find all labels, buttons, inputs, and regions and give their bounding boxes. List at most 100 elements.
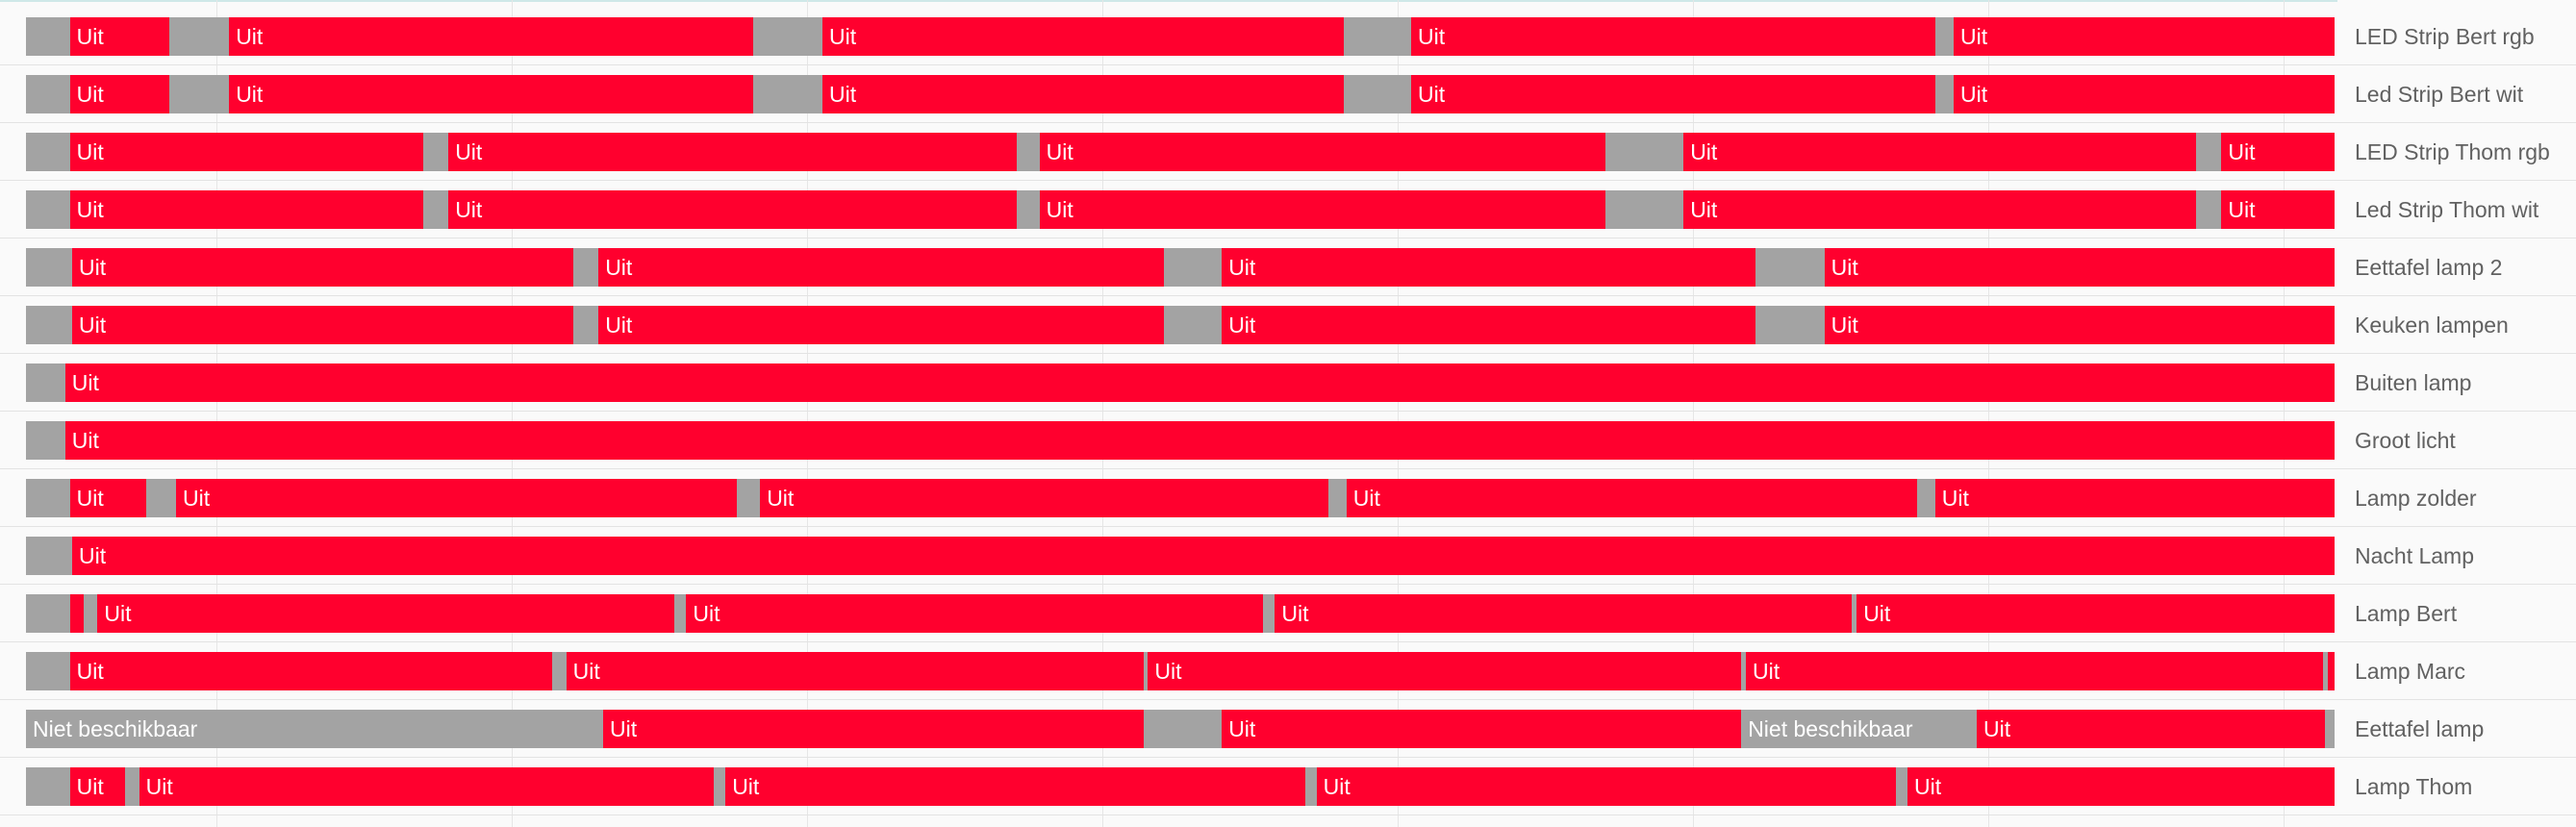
state-segment-unavailable[interactable] [2323, 652, 2330, 690]
state-segment-unavailable[interactable] [2325, 710, 2335, 748]
state-segment-off[interactable]: Uit [1954, 75, 2335, 113]
state-segment-unavailable[interactable] [26, 248, 72, 287]
state-segment-off[interactable]: Uit [72, 306, 573, 344]
state-segment-unavailable[interactable] [1164, 306, 1223, 344]
state-segment-unavailable[interactable] [1327, 479, 1347, 517]
state-segment-off[interactable]: Uit [1148, 652, 1742, 690]
state-segment-off[interactable]: Uit [69, 75, 169, 113]
state-segment-unavailable[interactable] [1896, 767, 1907, 806]
state-segment-off[interactable]: Uit [725, 767, 1305, 806]
state-segment-unavailable[interactable] [753, 17, 822, 56]
state-segment-unavailable[interactable] [1604, 190, 1684, 229]
state-segment-unavailable[interactable] [2196, 190, 2222, 229]
state-segment-unavailable[interactable]: Niet beschikbaar [26, 710, 603, 748]
state-segment-unavailable[interactable] [26, 363, 65, 402]
state-segment-off[interactable]: Uit [1856, 594, 2335, 633]
state-segment-off[interactable]: Uit [229, 75, 753, 113]
state-segment-off[interactable]: Uit [64, 421, 2335, 460]
state-segment-unavailable[interactable] [1916, 479, 1935, 517]
state-segment-unavailable[interactable] [1934, 17, 1954, 56]
state-segment-unavailable[interactable] [84, 594, 98, 633]
state-segment-unavailable[interactable] [1263, 594, 1275, 633]
state-segment-unavailable[interactable] [1755, 306, 1825, 344]
state-segment-off[interactable]: Uit [1824, 306, 2335, 344]
state-segment-unavailable[interactable] [422, 190, 449, 229]
state-segment-unavailable[interactable] [26, 594, 70, 633]
state-segment-unavailable[interactable] [26, 652, 70, 690]
state-segment-off[interactable]: Uit [176, 479, 738, 517]
state-segment-off[interactable]: Uit [1746, 652, 2323, 690]
state-segment-unavailable[interactable] [26, 306, 72, 344]
state-segment-off[interactable]: Uit [229, 17, 753, 56]
state-segment-off[interactable]: Uit [1954, 17, 2335, 56]
state-segment-unavailable[interactable] [26, 479, 70, 517]
state-segment-unavailable[interactable] [1143, 652, 1150, 690]
state-segment-unavailable[interactable] [753, 75, 822, 113]
state-segment-off[interactable]: Uit [760, 479, 1328, 517]
state-segment-off[interactable]: Uit [1346, 479, 1917, 517]
state-segment-off[interactable]: Uit [1411, 75, 1935, 113]
state-segment-unavailable[interactable] [26, 190, 70, 229]
state-segment-off[interactable]: Uit [69, 479, 146, 517]
state-segment-unavailable[interactable] [1016, 190, 1040, 229]
state-segment-off[interactable]: Uit [1222, 306, 1755, 344]
state-segment-unavailable[interactable] [572, 248, 599, 287]
state-segment-unavailable[interactable] [26, 537, 72, 575]
state-segment-off[interactable]: Uit [69, 17, 169, 56]
state-segment-off[interactable]: Uit [1907, 767, 2335, 806]
state-segment-off[interactable]: Uit [822, 17, 1345, 56]
state-segment-off[interactable]: Uit [97, 594, 675, 633]
state-segment-unavailable[interactable] [125, 767, 139, 806]
state-segment-off[interactable]: Uit [598, 248, 1165, 287]
state-segment-off[interactable]: Uit [686, 594, 1264, 633]
state-segment-off[interactable]: Uit [1683, 133, 2196, 171]
state-segment-unavailable[interactable] [26, 133, 70, 171]
state-segment-unavailable[interactable] [26, 75, 70, 113]
state-segment-off[interactable]: Uit [1275, 594, 1853, 633]
state-segment-off[interactable]: Uit [2221, 133, 2335, 171]
state-segment-unavailable[interactable] [737, 479, 761, 517]
state-segment-unavailable[interactable] [2196, 133, 2222, 171]
state-segment-off[interactable]: Uit [1222, 248, 1755, 287]
state-segment-unavailable[interactable]: Niet beschikbaar [1741, 710, 1977, 748]
state-segment-off[interactable]: Uit [72, 248, 573, 287]
state-segment-unavailable[interactable] [422, 133, 449, 171]
state-segment-unavailable[interactable] [168, 75, 230, 113]
state-segment-unavailable[interactable] [552, 652, 567, 690]
state-segment-off[interactable]: Uit [2221, 190, 2335, 229]
state-segment-unavailable[interactable] [1016, 133, 1040, 171]
state-segment-off[interactable]: Uit [69, 133, 423, 171]
state-segment-off[interactable]: Uit [448, 133, 1017, 171]
state-segment-unavailable[interactable] [168, 17, 230, 56]
state-segment-unavailable[interactable] [572, 306, 599, 344]
state-segment-unavailable[interactable] [26, 421, 65, 460]
state-segment-off[interactable]: Uit [1222, 710, 1742, 748]
state-segment-unavailable[interactable] [1852, 594, 1859, 633]
state-segment-unavailable[interactable] [674, 594, 687, 633]
state-segment-off[interactable]: Uit [69, 190, 423, 229]
state-segment-unavailable[interactable] [1164, 248, 1223, 287]
state-segment-off[interactable]: Uit [1316, 767, 1896, 806]
state-segment-off[interactable]: Uit [1824, 248, 2335, 287]
state-segment-unavailable[interactable] [145, 479, 176, 517]
state-segment-off[interactable]: Uit [1039, 133, 1605, 171]
state-segment-off[interactable]: Uit [1977, 710, 2326, 748]
state-segment-off[interactable] [69, 594, 84, 633]
state-segment-off[interactable]: Uit [1039, 190, 1605, 229]
state-segment-off[interactable]: Uit [598, 306, 1165, 344]
state-segment-off[interactable]: Uit [1411, 17, 1935, 56]
state-segment-off[interactable]: Uit [69, 767, 126, 806]
state-segment-off[interactable] [2327, 652, 2335, 690]
state-segment-off[interactable]: Uit [64, 363, 2335, 402]
state-segment-unavailable[interactable] [1304, 767, 1317, 806]
state-segment-off[interactable]: Uit [603, 710, 1144, 748]
state-segment-off[interactable]: Uit [1683, 190, 2196, 229]
state-segment-unavailable[interactable] [1755, 248, 1825, 287]
state-segment-off[interactable]: Uit [69, 652, 553, 690]
state-segment-unavailable[interactable] [1344, 17, 1411, 56]
state-segment-unavailable[interactable] [1344, 75, 1411, 113]
state-segment-unavailable[interactable] [26, 767, 70, 806]
state-segment-off[interactable]: Uit [566, 652, 1144, 690]
state-segment-unavailable[interactable] [714, 767, 726, 806]
state-segment-unavailable[interactable] [1143, 710, 1223, 748]
